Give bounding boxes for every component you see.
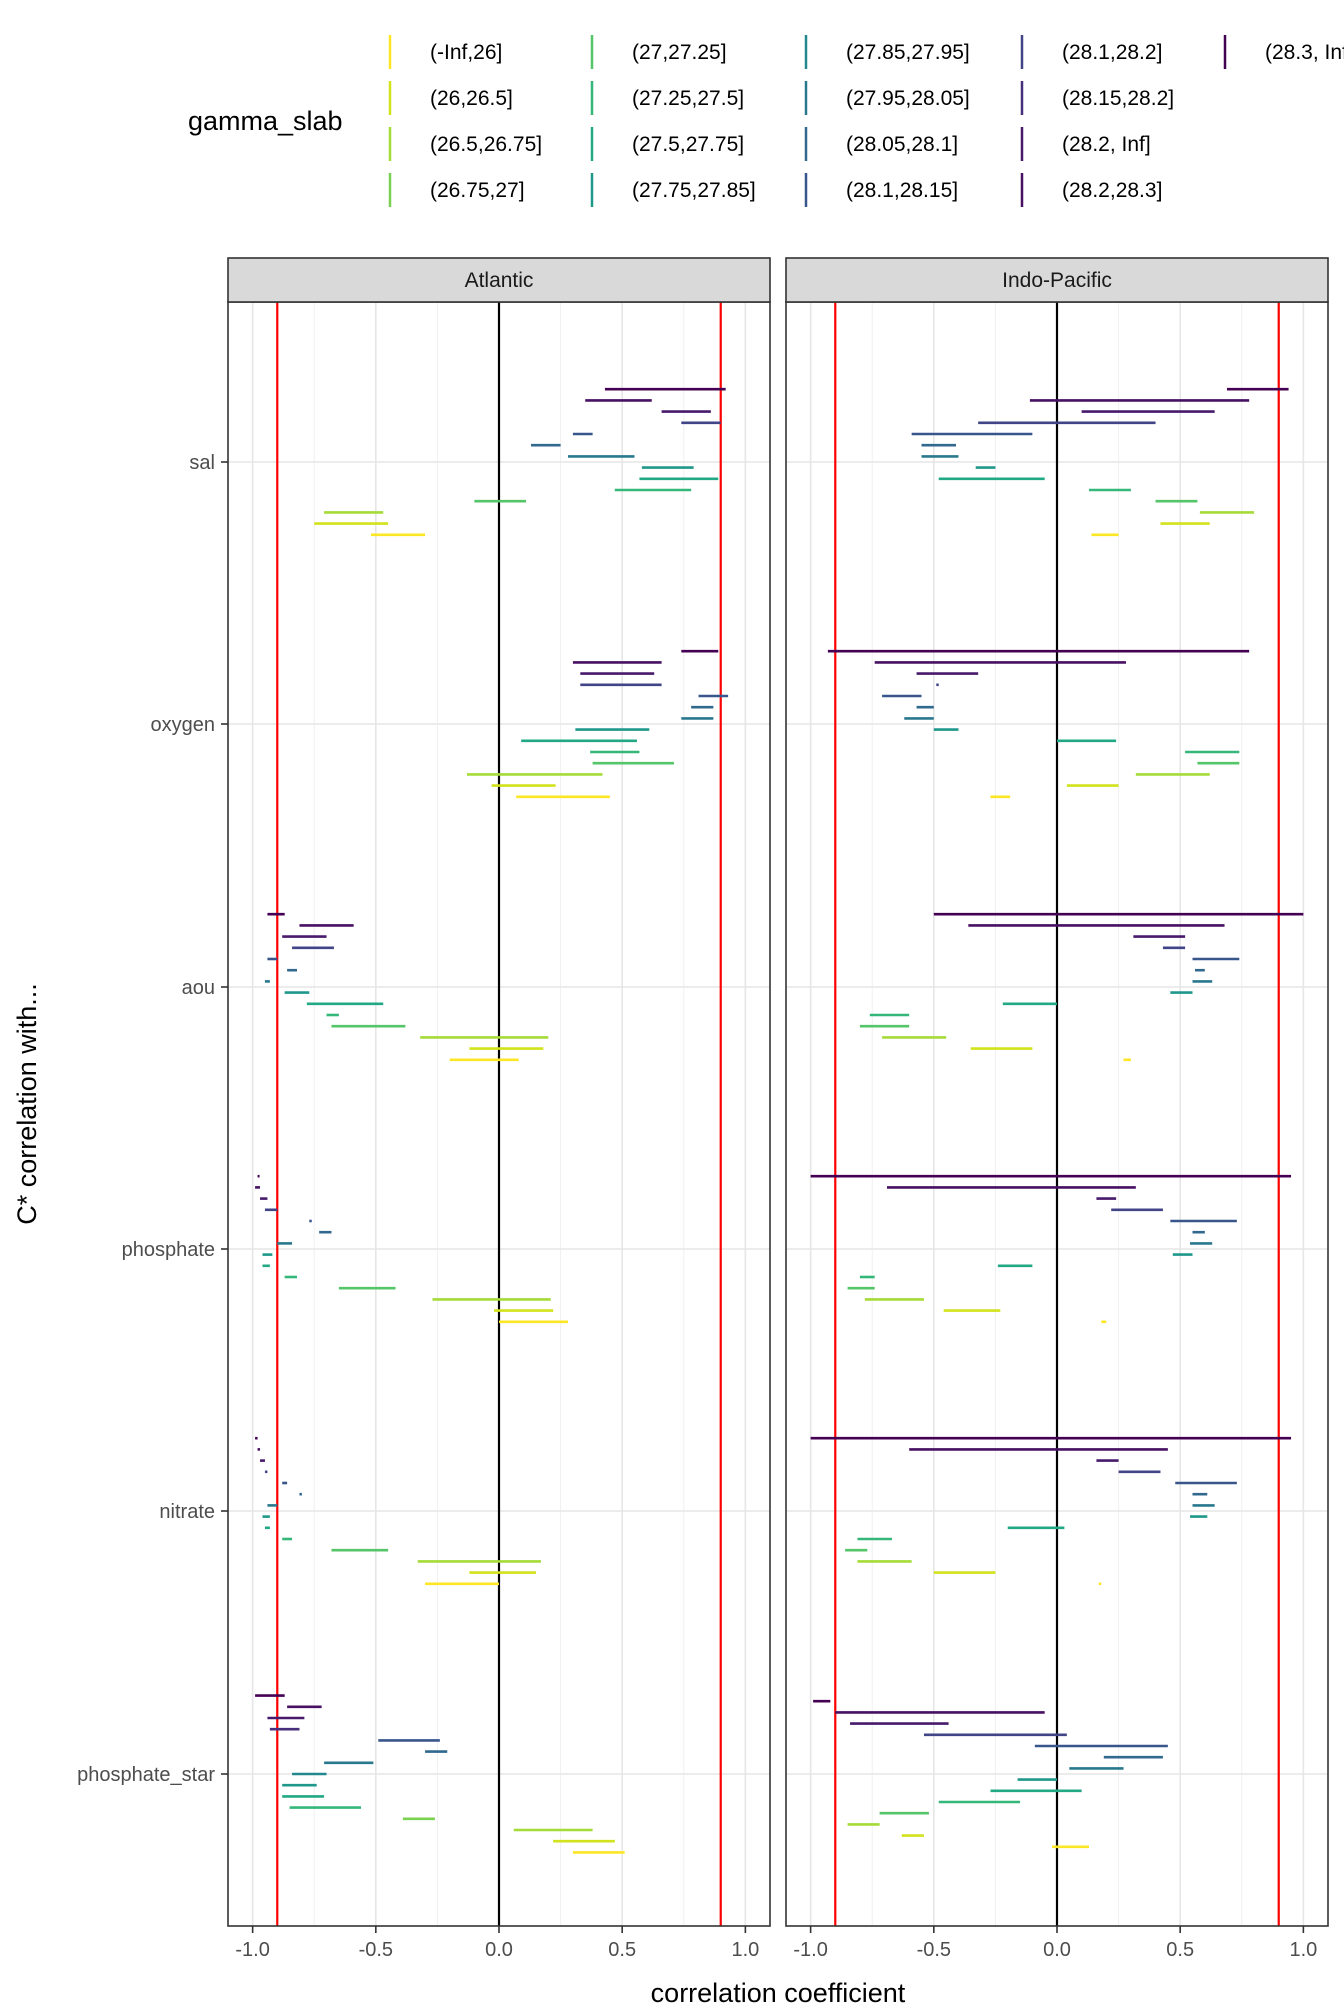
x-tick-label: 1.0: [731, 1939, 759, 1961]
x-tick-label: 0.5: [608, 1939, 636, 1961]
legend-entry: (27.25,27.5]: [590, 81, 744, 115]
facet-strip-label: Indo-Pacific: [1002, 269, 1112, 292]
legend-entry: (28.15,28.2]: [1020, 81, 1174, 115]
legend-label: (28.3, Inf]: [1265, 41, 1344, 64]
legend-entry: (28.1,28.15]: [804, 173, 958, 207]
facet-strip: [785, 257, 1329, 303]
interval-group-aou: [859, 912, 1304, 1062]
y-tick-label: aou: [182, 977, 215, 999]
x-axis-title: correlation coefficient: [651, 1978, 906, 2008]
interval-group-phosphate-star: [813, 1699, 1168, 1849]
y-tick-label: oxygen: [151, 714, 216, 736]
legend-entry: (27.95,28.05]: [804, 81, 970, 115]
y-tick-label: phosphate: [122, 1239, 215, 1261]
interval-group-phosphate: [255, 1174, 568, 1324]
legend-label: (27.5,27.75]: [632, 133, 744, 156]
legend-label: (27.85,27.95]: [846, 41, 970, 64]
legend-entry: (27,27.25]: [590, 35, 727, 69]
interval-group-oxygen: [827, 649, 1250, 799]
legend-label: (26,26.5]: [430, 87, 513, 110]
legend-entry: (28.2, Inf]: [1020, 127, 1151, 161]
x-tick-label: 0.0: [1043, 1939, 1071, 1961]
x-tick-label: -1.0: [235, 1939, 269, 1961]
facet-strip: [227, 257, 771, 303]
legend-label: (26.5,26.75]: [430, 133, 542, 156]
legend-label: (28.2,28.3]: [1062, 179, 1162, 202]
legend-label: (27.75,27.85]: [632, 179, 756, 202]
legend-label: (28.1,28.2]: [1062, 41, 1162, 64]
x-tick-label: 0.0: [485, 1939, 513, 1961]
x-tick-label: 1.0: [1289, 1939, 1317, 1961]
legend-entry: (26,26.5]: [388, 81, 513, 115]
panel-atlantic: Atlantic -1.0 -0.5 0.0 0.5 1.0: [227, 257, 771, 1961]
legend-label: (-Inf,26]: [430, 41, 502, 64]
interval-group-phosphate-star: [255, 1694, 625, 1854]
interval-group-aou: [264, 912, 549, 1062]
panel-indo-pacific: Indo-Pacific -1.0 -0.5 0.0 0.5 1.0: [785, 257, 1329, 1961]
x-tick-label: -0.5: [917, 1939, 951, 1961]
interval-group-sal: [911, 387, 1289, 537]
legend-label: (27.95,28.05]: [846, 87, 970, 110]
facet-strip-label: Atlantic: [465, 269, 534, 292]
x-tick-label: 0.5: [1166, 1939, 1194, 1961]
legend-entry: (28.3, Inf]: [1223, 35, 1344, 69]
legend-entry: (27.85,27.95]: [804, 35, 970, 69]
legend-label: (28.05,28.1]: [846, 133, 958, 156]
interval-group-sal: [314, 387, 726, 537]
facet-panels: Atlantic -1.0 -0.5 0.0 0.5 1.0 Indo-Pacific -1.…: [227, 257, 1329, 1961]
y-tick-label: sal: [189, 452, 215, 474]
interval-group-phosphate: [810, 1174, 1292, 1324]
legend: gamma_slab (-Inf,26] (26,26.5] (26.5,26.75…: [188, 35, 1344, 207]
y-tick-label: nitrate: [159, 1501, 215, 1523]
legend-entry: (26.5,26.75]: [388, 127, 542, 161]
legend-label: (27,27.25]: [632, 41, 727, 64]
interval-group-nitrate: [255, 1436, 541, 1586]
interval-group-oxygen: [466, 649, 729, 799]
legend-entry: (28.2,28.3]: [1020, 173, 1162, 207]
y-tick-label: phosphate_star: [77, 1764, 215, 1786]
legend-entry: (26.75,27]: [388, 173, 525, 207]
legend-entry: (28.1,28.2]: [1020, 35, 1162, 69]
legend-label: (28.1,28.15]: [846, 179, 958, 202]
legend-entry: (28.05,28.1]: [804, 127, 958, 161]
x-tick-label: -0.5: [359, 1939, 393, 1961]
interval-group-nitrate: [810, 1436, 1292, 1586]
legend-title: gamma_slab: [188, 106, 343, 136]
y-axis-ticks: sal oxygen aou phosphate nitrate phosphate_st…: [77, 452, 228, 1786]
legend-entry: (27.5,27.75]: [590, 127, 744, 161]
legend-entry: (-Inf,26]: [388, 35, 502, 69]
y-axis-title: C* correlation with...: [12, 983, 42, 1225]
legend-label: (26.75,27]: [430, 179, 525, 202]
legend-label: (28.2, Inf]: [1062, 133, 1151, 156]
legend-label: (28.15,28.2]: [1062, 87, 1174, 110]
x-tick-label: -1.0: [793, 1939, 827, 1961]
legend-label: (27.25,27.5]: [632, 87, 744, 110]
legend-entry: (27.75,27.85]: [590, 173, 756, 207]
